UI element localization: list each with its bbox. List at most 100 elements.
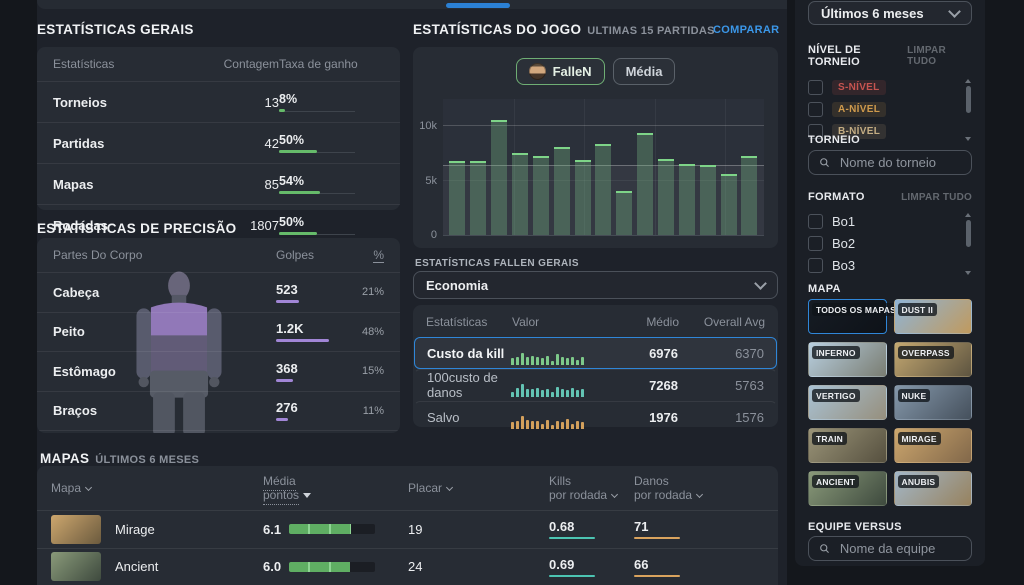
compare-link[interactable]: COMPARAR [713,24,780,36]
scroll-up-icon[interactable] [965,213,971,217]
filter-option[interactable]: S-NÍVEL [808,77,958,97]
maps-header-label: Média pontos [263,474,300,505]
filters-sidebar: Últimos 6 meses NÍVEL DE TORNEIO LIMPAR … [795,0,985,566]
chart-bar[interactable] [574,159,591,235]
maps-column-header[interactable]: Mapa [51,481,263,495]
formato-scrollbar[interactable] [964,213,972,275]
media-pontos-cell: 6.0 [263,559,408,574]
filter-option[interactable]: Bo2 [808,233,958,253]
map-stats-row[interactable]: Mirage 6.1 19 0.68 71 [37,510,778,548]
kills-value: 0.69 [549,556,575,572]
chart-bar[interactable] [616,191,633,235]
checkbox[interactable] [808,213,823,229]
legend-media-button[interactable]: Média [612,58,676,85]
checkbox[interactable] [808,123,823,139]
media-pontos-bar [289,524,376,535]
map-tile-mirage[interactable]: MIRAGE [893,428,972,463]
chart-bar[interactable] [699,165,716,235]
hits-value: 276 [276,400,298,416]
stat-label: Rodadas [53,217,108,233]
chart-bar[interactable] [512,153,528,235]
sparkline-bar [536,420,539,429]
chart-bar[interactable] [491,119,508,235]
fallen-stats-body: Custo da kill 6976 6370 100custo de danos 72… [413,337,778,433]
medio-value: 1976 [649,409,678,425]
checkbox[interactable] [808,79,823,95]
stat-category-select[interactable]: Economia [413,271,778,299]
chart-bar[interactable] [553,146,570,235]
filter-option-label: Bo1 [832,213,856,229]
vertical-gridline [654,99,656,235]
team-search-input[interactable] [837,540,961,557]
chart-bar[interactable] [595,143,612,235]
formato-clear-all[interactable]: LIMPAR TUDO [901,191,972,203]
chart-bar[interactable] [741,155,758,235]
chart-bar[interactable] [678,164,695,235]
chart-bar[interactable] [449,161,466,235]
fallen-stat-row[interactable]: Custo da kill 6976 6370 [414,337,777,369]
maps-column-header[interactable]: Média pontos [263,474,408,505]
chart-bar[interactable] [532,155,549,235]
map-tile-label: MIRAGE [897,432,941,445]
nivel-clear-all[interactable]: LIMPAR TUDO [907,45,946,67]
filter-option[interactable]: A-NÍVEL [808,99,958,119]
chevron-down-icon [84,483,93,492]
chart-bar[interactable] [658,158,675,235]
map-tile-overpass[interactable]: OVERPASS [893,342,972,377]
win-rate-cell: 50% [279,215,355,235]
general-stats-title: ESTATÍSTICAS GERAIS [37,22,194,37]
hits-value: 368 [276,360,298,376]
chart-bar[interactable] [720,174,737,235]
legend-fallen-button[interactable]: FalleN [515,58,605,85]
map-tile-train[interactable]: TRAIN [808,428,887,463]
map-tile-vertigo[interactable]: VERTIGO [808,385,887,420]
checkbox[interactable] [808,235,823,251]
precision-stats-panel: Partes Do Corpo Golpes % Cabeça 523 21% Pei… [37,238,400,433]
scroll-thumb[interactable] [965,220,971,247]
maps-column-header[interactable]: Danos por rodada [634,474,764,502]
tournament-search-input[interactable] [837,154,961,171]
maps-column-header[interactable]: Kills por rodada [549,474,634,502]
map-tile-anubis[interactable]: ANUBIS [893,471,972,506]
hits-underline [276,378,293,382]
checkbox[interactable] [808,101,823,117]
chart-bar[interactable] [637,132,654,235]
filter-option[interactable]: Bo1 [808,211,958,231]
checkbox[interactable] [808,257,823,273]
sparkline-bar [556,420,559,429]
fallen-stat-row[interactable]: Salvo 1976 1576 [414,401,777,433]
map-stats-row[interactable]: Ancient 6.0 24 0.69 66 [37,547,778,585]
media-pontos-bar [289,561,376,572]
maps-column-header[interactable]: Placar [408,481,549,495]
map-tile-ancient[interactable]: ANCIENT [808,471,887,506]
map-cell: Mirage [51,514,263,544]
sparkline-bar [531,355,534,365]
danos-value: 66 [634,556,649,572]
win-rate-bar [279,232,355,235]
period-select[interactable]: Últimos 6 meses [808,1,972,25]
hits-underline [276,299,299,303]
map-tile-label: ANUBIS [897,475,940,488]
fallen-stat-label: Salvo [427,409,460,425]
danos-value: 71 [634,519,649,535]
col-percent[interactable]: % [373,247,384,263]
team-search[interactable] [808,536,972,561]
chart-bar[interactable] [470,161,487,235]
map-tile-todos-os-mapas[interactable]: TODOS OS MAPAS [808,299,900,334]
filter-option[interactable]: Bo3 [808,255,958,275]
nivel-scrollbar[interactable] [964,79,972,141]
overall-avg-value: 6370 [735,345,764,361]
filter-option[interactable]: B-NÍVEL [808,121,958,141]
map-tile-inferno[interactable]: INFERNO [808,342,887,377]
fallen-stat-row[interactable]: 100custo de danos 7268 5763 [414,369,777,401]
tournament-search[interactable] [808,150,972,175]
scroll-down-icon[interactable] [965,271,971,275]
sparkline-bar [551,360,554,365]
scroll-up-icon[interactable] [965,79,971,83]
scroll-down-icon[interactable] [965,137,971,141]
danos-underline [634,574,680,577]
placar-value: 19 [408,521,423,537]
map-tile-dust-ii[interactable]: DUST II [893,299,972,334]
scroll-thumb[interactable] [965,86,971,113]
map-tile-nuke[interactable]: NUKE [893,385,972,420]
